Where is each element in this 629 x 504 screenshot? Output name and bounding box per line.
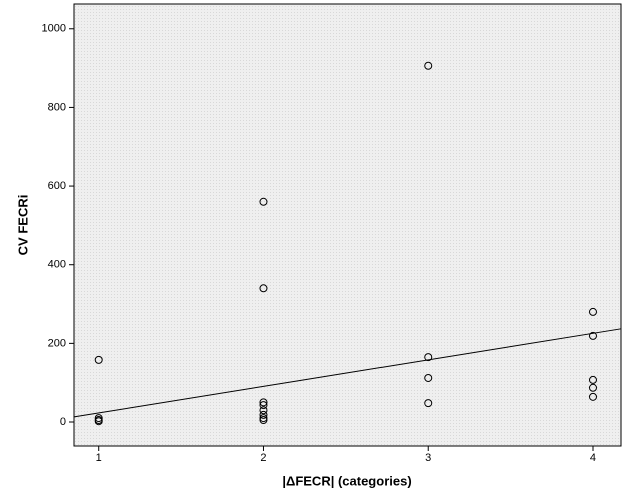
y-tick-label: 1000 <box>42 23 66 35</box>
y-tick-label: 600 <box>48 180 66 192</box>
x-axis-title: |ΔFECR| (categories) <box>282 473 411 488</box>
y-tick-label: 200 <box>48 337 66 349</box>
x-tick-label: 3 <box>425 452 431 464</box>
data-point <box>424 373 433 382</box>
y-tick-label: 800 <box>48 101 66 113</box>
data-point <box>424 353 433 362</box>
data-point <box>259 414 268 423</box>
plot-area <box>73 3 622 447</box>
data-point <box>588 392 597 401</box>
x-tick-label: 1 <box>96 452 102 464</box>
data-point <box>94 355 103 364</box>
data-point <box>424 399 433 408</box>
data-point <box>259 284 268 293</box>
data-point <box>259 197 268 206</box>
data-point <box>94 414 103 423</box>
data-point <box>424 61 433 70</box>
x-tick-label: 4 <box>590 452 596 464</box>
data-point <box>259 410 268 419</box>
data-point <box>588 383 597 392</box>
data-point <box>588 375 597 384</box>
data-point <box>259 401 268 410</box>
y-axis-title: CV FECRi <box>15 195 30 256</box>
data-point <box>259 406 268 415</box>
y-tick-label: 0 <box>60 416 66 428</box>
trend-line <box>73 328 622 418</box>
data-point <box>94 417 103 426</box>
data-point <box>588 331 597 340</box>
x-tick-label: 2 <box>260 452 266 464</box>
data-point <box>259 398 268 407</box>
y-tick-label: 400 <box>48 259 66 271</box>
data-point <box>588 307 597 316</box>
data-point <box>259 416 268 425</box>
